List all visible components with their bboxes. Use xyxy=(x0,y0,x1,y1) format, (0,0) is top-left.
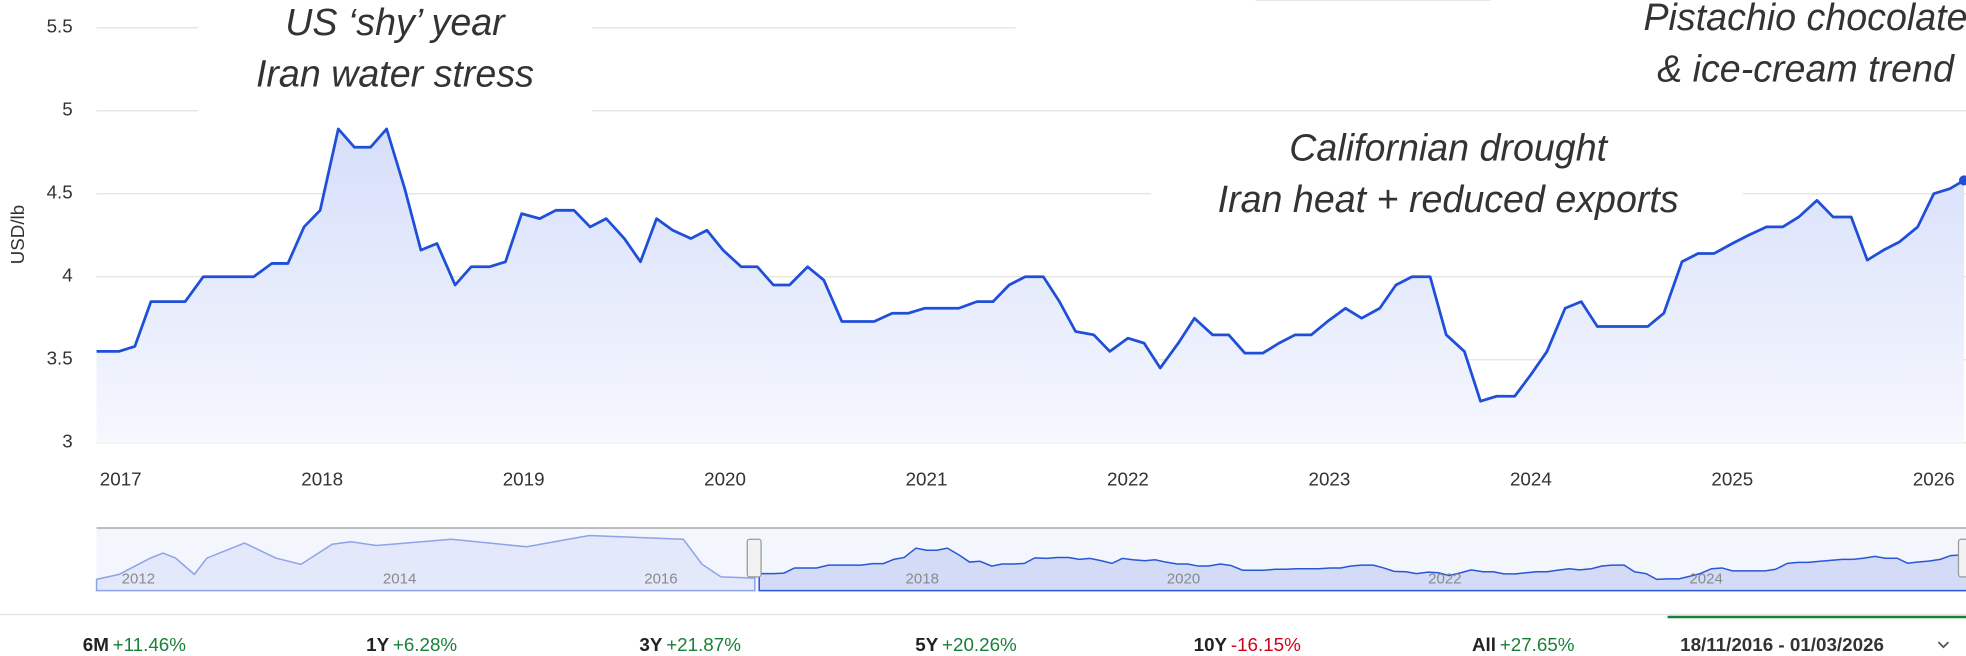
navigator-label: 2024 xyxy=(1689,570,1722,587)
date-range[interactable]: 18/11/2016 - 01/03/2026 xyxy=(1680,634,1884,655)
annotation-text: Iran water stress xyxy=(256,53,534,95)
annotation-box xyxy=(1015,0,1966,61)
annotation-text: & ice-cream trend xyxy=(1657,48,1955,90)
period: 6M xyxy=(83,634,109,655)
period: All xyxy=(1472,634,1496,655)
performance-item[interactable]: 5Y +20.26% xyxy=(915,634,1017,655)
annotation-text: US ‘shy’ year xyxy=(285,1,506,43)
y-tick-label: 5.5 xyxy=(47,16,73,37)
end-marker xyxy=(1958,175,1966,186)
y-tick-label: 3 xyxy=(62,431,72,452)
navigator-label: 2016 xyxy=(644,570,677,587)
navigator-label: 2022 xyxy=(1428,570,1461,587)
change: +11.46% xyxy=(113,634,187,655)
y-axis-label: USD/lb xyxy=(7,205,28,265)
performance-bar: 6M +11.46% 1Y +6.28% 3Y +21.87% 5Y +20.26% 10Y -1… xyxy=(83,634,1575,655)
navigator-handle[interactable] xyxy=(746,538,762,578)
change: +20.26% xyxy=(942,634,1017,655)
performance-item[interactable]: 6M +11.46% xyxy=(83,634,187,655)
line xyxy=(96,127,1965,403)
plot xyxy=(96,127,1966,443)
annotations: US ‘shy’ year Iran water stress California… xyxy=(198,0,1966,229)
navigator-label: 2012 xyxy=(122,570,155,587)
x-tick-label: 2023 xyxy=(1309,468,1351,489)
period: 10Y xyxy=(1194,634,1228,655)
y-tick-label: 4 xyxy=(62,265,72,286)
area xyxy=(96,128,1964,443)
navigator-handle[interactable] xyxy=(1957,538,1966,578)
x-tick-label: 2018 xyxy=(301,468,343,489)
annotation-text: Iran heat + reduced exports xyxy=(1218,178,1679,220)
performance-item[interactable]: All +27.65% xyxy=(1472,634,1575,655)
period: 1Y xyxy=(366,634,389,655)
x-tick-label: 2017 xyxy=(100,468,142,489)
x-tick-label: 2024 xyxy=(1510,468,1552,489)
performance-item[interactable]: 3Y +21.87% xyxy=(639,634,741,655)
annotation-text: Californian drought xyxy=(1289,127,1608,169)
change: +6.28% xyxy=(393,634,458,655)
annotation-box xyxy=(198,0,592,113)
y-tick-label: 4.5 xyxy=(47,182,73,203)
performance-item[interactable]: 1Y +6.28% xyxy=(366,634,457,655)
y-tick-label: 5 xyxy=(62,99,72,120)
x-tick-label: 2020 xyxy=(704,468,746,489)
x-tick-label: 2025 xyxy=(1711,468,1753,489)
navigator-label: 2014 xyxy=(383,570,416,587)
x-tick-label: 2022 xyxy=(1107,468,1149,489)
change: +21.87% xyxy=(666,634,741,655)
period: 5Y xyxy=(915,634,938,655)
change: -16.15% xyxy=(1231,634,1301,655)
x-tick-label: 2021 xyxy=(906,468,948,489)
annotation-box xyxy=(1151,120,1743,229)
navigator-selection xyxy=(758,547,1966,592)
navigator: 2012 2014 2016 2018 2020 2022 2024 xyxy=(95,527,1966,592)
x-tick-label: 2019 xyxy=(503,468,545,489)
navigator-label: 2020 xyxy=(1167,570,1200,587)
period: 3Y xyxy=(639,634,662,655)
performance-item[interactable]: 10Y -16.15% xyxy=(1194,634,1302,655)
annotation-text: Pistachio chocolate xyxy=(1643,0,1966,38)
change: +27.65% xyxy=(1500,634,1575,655)
x-tick-label: 2026 xyxy=(1913,468,1955,489)
navigator-history xyxy=(95,534,756,592)
chevron[interactable] xyxy=(1937,641,1950,649)
navigator-label: 2018 xyxy=(906,570,939,587)
y-tick-label: 3.5 xyxy=(47,348,73,369)
